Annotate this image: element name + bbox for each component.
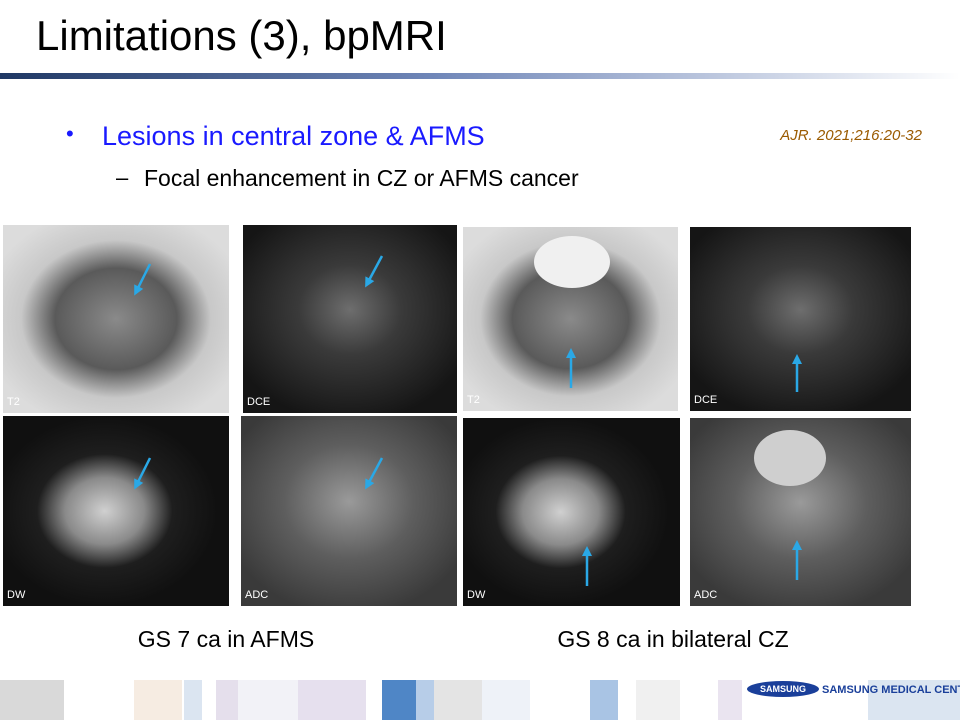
brand: SAMSUNG MEDICAL CENTER <box>822 684 960 696</box>
mri-image: ADC <box>690 418 911 606</box>
image-label: DCE <box>247 396 270 408</box>
mri-image: DCE <box>690 227 911 411</box>
caption: GS 8 ca in bilateral CZ <box>557 626 788 652</box>
image-frame <box>3 225 229 413</box>
arrow-head <box>365 276 375 288</box>
bullet-marker: • <box>66 121 74 146</box>
citation: AJR. 2021;216:20-32 <box>779 127 922 144</box>
image-grid: T2 DCE T2 DCE DW ADC DW ADC <box>3 225 911 606</box>
arrow-head <box>792 540 802 550</box>
mri-image: DW <box>463 418 680 606</box>
image-frame <box>690 227 911 411</box>
mri-image: T2 <box>3 225 229 413</box>
arrow-head <box>134 478 144 490</box>
image-frame <box>3 416 229 606</box>
image-label: T2 <box>467 394 480 406</box>
image-label: T2 <box>7 396 20 408</box>
logo-shape <box>747 681 819 697</box>
sub-bullet-marker: – <box>116 165 129 190</box>
caption: GS 7 ca in AFMS <box>138 626 314 652</box>
image-frame <box>463 418 680 606</box>
arrow-head <box>134 284 144 296</box>
mri-image: DW <box>3 416 229 606</box>
image-label: ADC <box>694 589 717 601</box>
image-label: ADC <box>245 589 268 601</box>
logo: SAMSUNG <box>760 684 806 694</box>
mri-image: DCE <box>243 225 457 413</box>
footer-decoration <box>0 680 960 720</box>
slide-title: Limitations (3), bpMRI <box>36 12 447 59</box>
image-frame <box>241 416 457 606</box>
bladder <box>534 236 610 288</box>
image-label: DW <box>467 589 486 601</box>
bladder <box>754 430 826 486</box>
arrow-head <box>582 546 592 556</box>
title-rule <box>0 73 960 79</box>
arrow-head <box>792 354 802 364</box>
arrow-head <box>566 348 576 358</box>
image-frame <box>243 225 457 413</box>
image-label: DW <box>7 589 26 601</box>
mri-image: ADC <box>241 416 457 606</box>
bullet: Lesions in central zone & AFMS <box>102 121 485 151</box>
mri-image: T2 <box>463 227 678 411</box>
arrow-head <box>365 478 375 490</box>
image-label: DCE <box>694 394 717 406</box>
sub-bullet: Focal enhancement in CZ or AFMS cancer <box>144 165 579 191</box>
